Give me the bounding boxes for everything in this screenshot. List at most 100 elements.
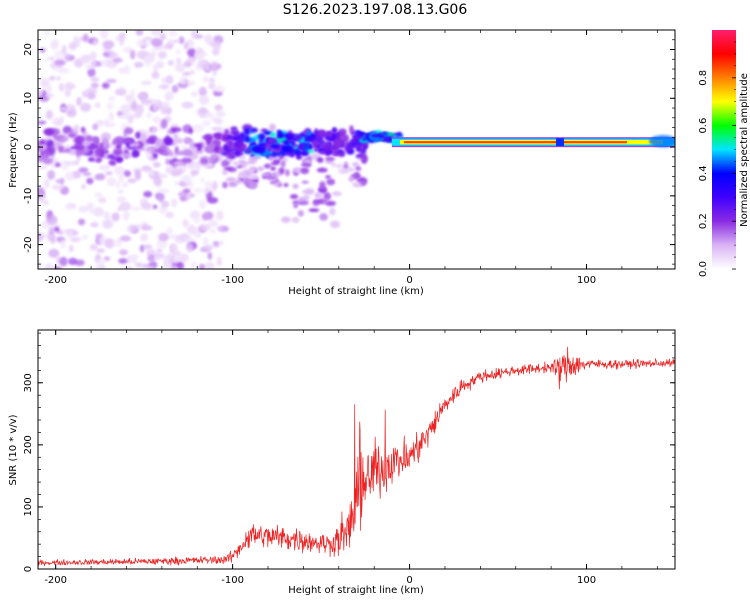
spectrogram-cell [166, 226, 173, 236]
spectrogram-cell [296, 152, 301, 159]
spectrogram-y-axis: -20 -10 0 10 20 [23, 29, 675, 265]
spectrogram-cell [248, 156, 259, 163]
spectrogram-cell [59, 256, 68, 267]
spectrogram-cell [102, 219, 114, 229]
spectrogram-cell [135, 30, 144, 36]
spectrogram-cell [210, 153, 218, 159]
spectrogram-cell [46, 84, 52, 94]
spectrogram-cell [177, 255, 189, 263]
spectrogram-cell [156, 247, 163, 254]
spectrogram-cell [265, 147, 272, 151]
spectrogram-cell [276, 133, 286, 138]
spectrogram-cell [219, 240, 224, 245]
carrier-track-gap [555, 138, 564, 147]
spectrogram-cell [235, 133, 242, 142]
spectrogram-cell [60, 239, 66, 250]
spectrogram-cell [164, 90, 175, 101]
spectrogram-cell [78, 205, 89, 213]
spectrogram-cell [116, 196, 127, 203]
spectrogram-cell [204, 180, 214, 187]
spectrogram-cell [234, 150, 241, 156]
spectrogram-cell [94, 192, 104, 198]
spectrogram-cell [157, 188, 170, 194]
spectrogram-cell [90, 76, 100, 82]
spectrogram-y-tick-label: 20 [23, 43, 34, 56]
spectrogram-cell [182, 218, 189, 228]
spectrogram-cell [335, 149, 345, 155]
spectrogram-cell [172, 160, 185, 167]
spectrogram-cell [161, 200, 170, 208]
spectrogram-cell [202, 76, 209, 83]
spectrogram-cell [143, 54, 156, 64]
spectrogram-cell [94, 259, 106, 265]
colorbar-tick-label: 0.2 [698, 213, 709, 229]
spectrogram-cell [68, 42, 77, 51]
spectrogram-cell [151, 126, 157, 135]
spectrogram-cell [382, 136, 391, 143]
spectrogram-cell [190, 91, 199, 97]
spectrogram-cell [277, 182, 283, 188]
snr-y-tick-label: 200 [23, 435, 34, 454]
spectrogram-cell [123, 138, 134, 144]
spectrogram-cell [214, 85, 226, 93]
spectrogram-cell [98, 164, 111, 171]
spectrogram-cell [236, 165, 243, 169]
spectrogram-cell [108, 111, 115, 122]
spectrogram-cell [191, 143, 203, 148]
spectrogram-cell [339, 134, 350, 141]
spectrogram-cell [211, 126, 224, 131]
carrier-track-flare [649, 135, 675, 148]
spectrogram-cell [282, 146, 291, 151]
spectrogram-cell [123, 170, 132, 177]
spectrogram-cell [235, 179, 242, 184]
spectrogram-cell [199, 223, 212, 231]
spectrogram-cell [151, 71, 160, 79]
spectrogram-cell [102, 40, 115, 49]
spectrogram-cell [159, 205, 165, 215]
spectrogram-cell [170, 264, 178, 269]
spectrogram-cell [108, 50, 117, 59]
spectrogram-cell [250, 127, 258, 133]
spectrogram-cell [103, 211, 109, 220]
spectrogram-cell [54, 162, 61, 167]
spectrogram-cell [361, 137, 368, 141]
spectrogram-cell [140, 225, 153, 231]
spectrogram-cell [243, 134, 251, 143]
spectrogram-cell [119, 235, 132, 242]
spectrogram-cell [58, 82, 65, 92]
spectrogram-cell [225, 177, 237, 182]
spectrogram-cell [43, 178, 50, 189]
spectrogram-cell [81, 183, 86, 190]
spectrogram-cell [280, 160, 286, 168]
spectrogram-cell [158, 195, 165, 203]
spectrogram-cell [355, 165, 360, 171]
spectrogram-cell [308, 208, 320, 213]
spectrogram-cell [196, 166, 201, 171]
spectrogram-cell [150, 37, 163, 47]
spectrogram-cell [70, 236, 81, 243]
spectrogram-cell [205, 111, 214, 119]
spectrogram-cell [203, 244, 214, 251]
spectrogram-cell [335, 163, 344, 168]
spectrogram-cell [300, 162, 312, 167]
spectrogram-cell [114, 88, 127, 96]
spectrogram-cell [67, 133, 77, 138]
spectrogram-cell [158, 232, 169, 242]
spectrogram-cell [54, 60, 67, 66]
spectrogram-cell [195, 47, 204, 55]
spectrogram-cell [76, 96, 82, 106]
spectrogram-cell [113, 149, 123, 156]
spectrogram-cell [297, 210, 305, 217]
colorbar-tick-label: 0.0 [698, 261, 709, 277]
spectrogram-cell [182, 188, 191, 193]
spectrogram-cell [326, 178, 336, 186]
spectrogram-cell [320, 143, 329, 149]
snr-plot-area [38, 330, 675, 569]
spectrogram-cell [101, 82, 110, 89]
spectrogram-cell [184, 78, 189, 84]
spectrogram-cell [209, 228, 217, 234]
spectrogram-cell [146, 112, 152, 119]
spectrogram-cell [323, 192, 332, 201]
spectrogram-cell [102, 141, 109, 150]
spectrogram-cell [263, 164, 272, 169]
